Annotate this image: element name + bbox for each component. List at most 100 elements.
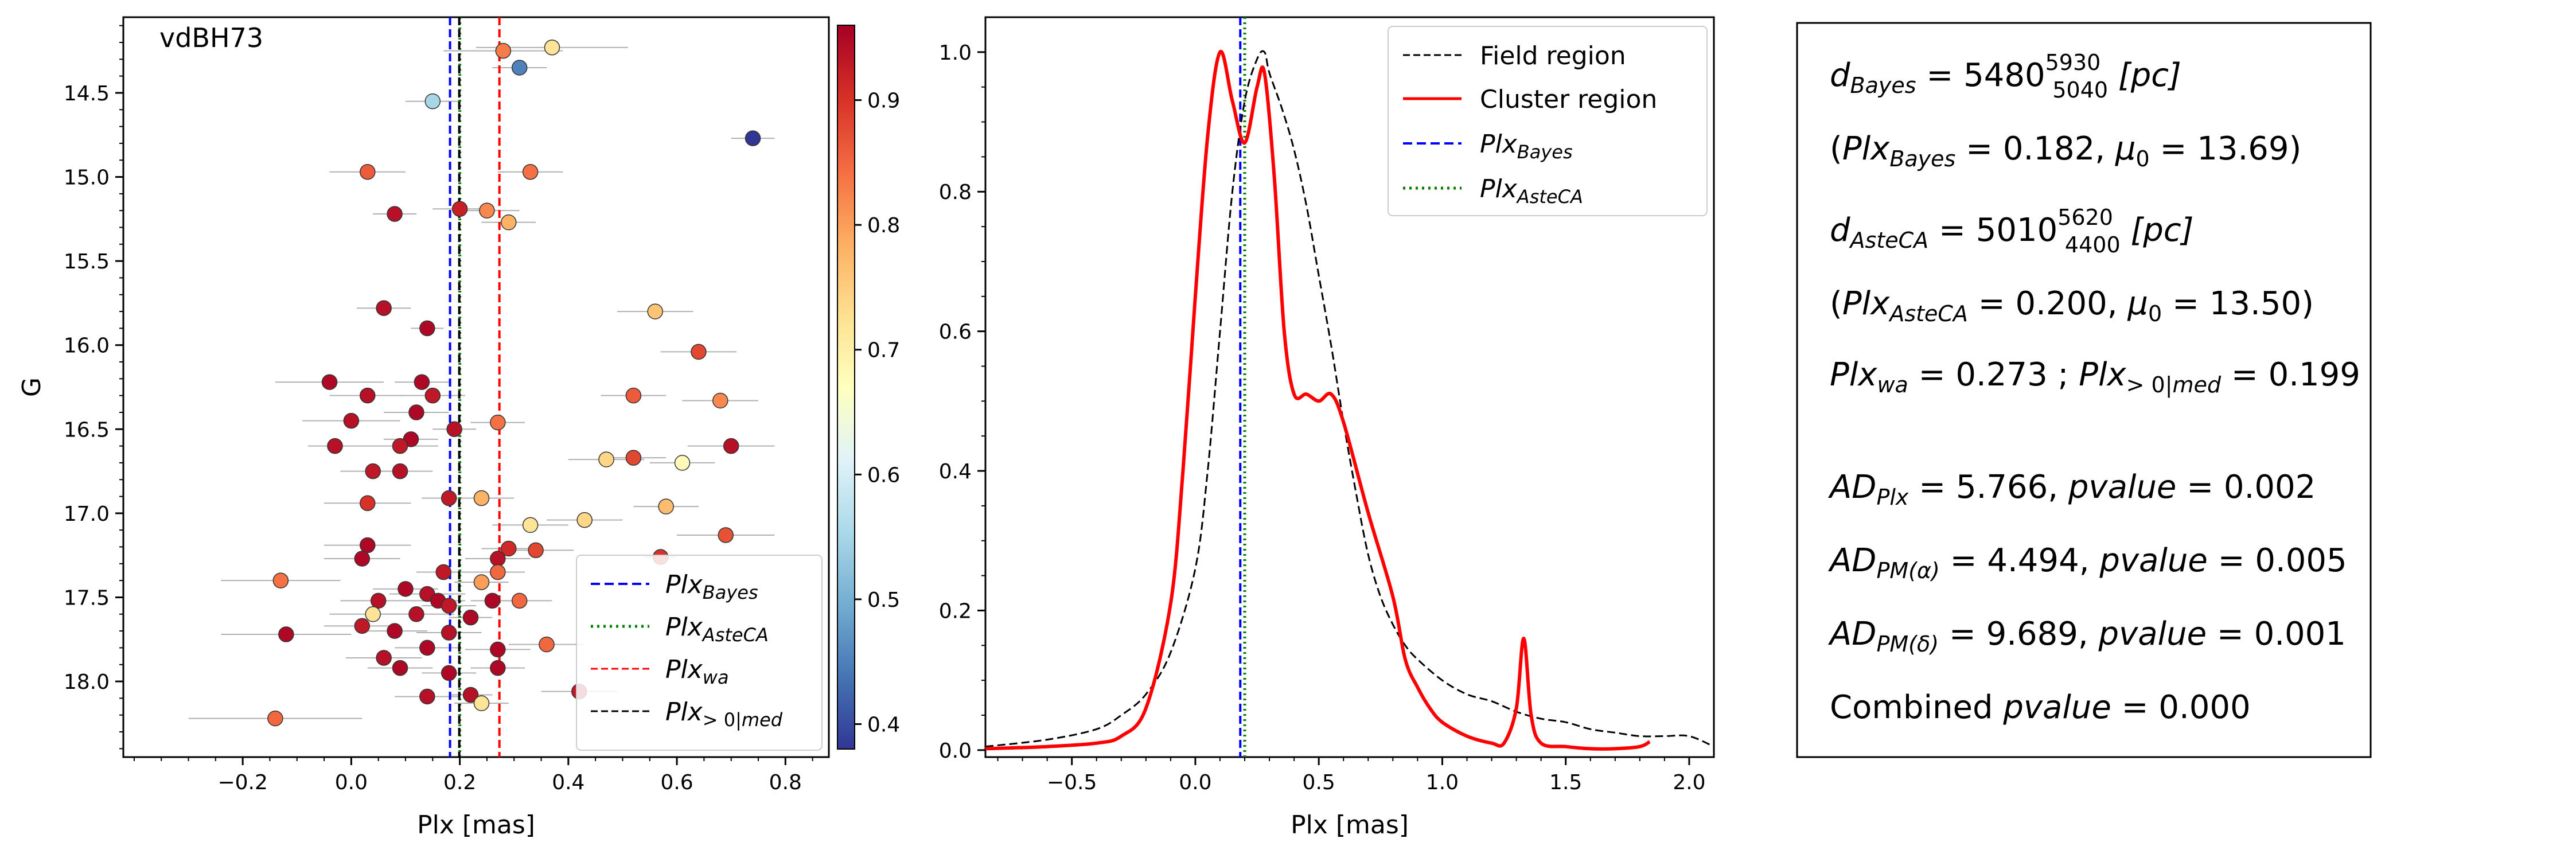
density-ytick-label-3: 0.6 (939, 321, 972, 344)
scatter-point-15 (321, 374, 338, 390)
scatter-point-37 (658, 498, 674, 514)
stats-box-frame (1796, 22, 2372, 758)
scatter-point-69 (490, 660, 506, 676)
scatter-point-8 (451, 201, 468, 217)
scatter-point-61 (354, 618, 371, 634)
scatter-point-5 (360, 163, 376, 180)
scatter-xtick-label-2: 0.2 (443, 771, 476, 794)
density-series-field (985, 50, 1714, 748)
scatter-point-46 (490, 551, 506, 567)
scatter-point-1 (495, 42, 512, 59)
scatter-ytick-label-1: 15.0 (64, 166, 110, 190)
scatter-point-75 (473, 695, 490, 711)
scatter-ytick-label-7: 18.0 (64, 670, 110, 694)
legend-label-plx-med: Plx> 0|med (665, 697, 783, 731)
stat-plx-wa-med: Plxwa = 0.273 ; Plx> 0|med = 0.199 (1830, 356, 2360, 398)
legend-label-plx-wa: Plxwa (665, 655, 729, 688)
legend-label-plx-bayes: PlxBayes (665, 570, 758, 603)
scatter-point-3 (424, 93, 441, 110)
density-xtick-label-4: 1.5 (1549, 771, 1582, 794)
scatter-point-30 (625, 450, 642, 466)
scatter-point-31 (674, 455, 691, 471)
colorbar-tick-label-2: 0.6 (867, 463, 900, 487)
scatter-point-49 (272, 572, 289, 588)
scatter-point-18 (424, 387, 441, 404)
scatter-point-66 (539, 636, 555, 653)
scatter-point-10 (501, 214, 517, 231)
colorbar-tick-label-0: 0.4 (867, 713, 900, 736)
scatter-ytick-label-4: 16.5 (64, 418, 110, 442)
scatter-point-38 (576, 512, 593, 528)
scatter-point-36 (360, 495, 376, 512)
scatter-point-64 (278, 626, 294, 642)
density-ytick-label-4: 0.8 (939, 181, 972, 204)
density-xtick-label-5: 2.0 (1673, 771, 1705, 794)
stat-d-asteca: dAsteCA = 50105620 4400 [pc] (1830, 205, 2193, 258)
colorbar-ticks: 0.4 0.5 0.6 0.7 0.8 0.9 (855, 89, 900, 736)
stat-ad-pm-alpha: ADPM(α) = 4.494, pvalue = 0.005 (1828, 542, 2347, 583)
stats-box: dBayes = 54805930 5040 [pc] (PlxBayes = 0… (1796, 22, 2372, 758)
legend-label-plx-bayes-mid: PlxBayes (1480, 130, 1573, 163)
colorbar (837, 25, 855, 750)
scatter-point-33 (392, 463, 408, 479)
density-xtick-label-2: 0.5 (1303, 771, 1335, 794)
scatter-ytick-label-0: 14.5 (64, 82, 110, 106)
scatter-point-41 (360, 537, 376, 553)
scatter-ytick-label-2: 15.5 (64, 250, 110, 274)
scatter-point-55 (370, 592, 387, 609)
scatter-point-27 (327, 438, 343, 454)
density-ytick-label-5: 1.0 (939, 41, 972, 65)
stat-d-bayes: dBayes = 54805930 5040 [pc] (1830, 50, 2181, 103)
scatter-points (267, 40, 761, 727)
scatter-point-14 (691, 344, 707, 360)
stat-ad-plx: ADPlx = 5.766, pvalue = 0.002 (1828, 469, 2316, 510)
stat-plx-bayes: (PlxBayes = 0.182, μ0 = 13.69) (1830, 130, 2301, 171)
scatter-ylabel: G (17, 377, 46, 397)
scatter-point-2 (511, 60, 528, 76)
scatter-point-6 (522, 163, 539, 180)
scatter-point-74 (462, 687, 479, 703)
scatter-point-16 (414, 374, 430, 390)
scatter-point-60 (462, 609, 479, 626)
density-xtick-label-1: 0.0 (1179, 771, 1211, 794)
scatter-point-32 (365, 463, 381, 479)
scatter-point-45 (354, 551, 371, 567)
scatter-title: vdBH73 (159, 22, 263, 53)
scatter-ytick-label-3: 16.0 (64, 334, 110, 358)
density-ytick-label-1: 0.2 (939, 599, 972, 623)
scatter-xtick-label-4: 0.6 (660, 771, 693, 794)
scatter-point-56 (484, 592, 501, 609)
scatter-ticks: −0.2 0.0 0.2 0.4 0.6 0.8 14.5 15.0 15.5 16.0 16.5 1… (64, 25, 813, 794)
colorbar-tick-label-5: 0.9 (867, 89, 900, 113)
scatter-axes-frame (122, 16, 830, 758)
scatter-point-67 (419, 640, 435, 656)
scatter-point-50 (473, 574, 490, 590)
scatter-point-12 (647, 303, 663, 319)
density-axes-frame (984, 16, 1715, 758)
scatter-xtick-label-0: −0.2 (217, 771, 267, 794)
scatter-point-17 (360, 387, 376, 404)
scatter-point-4 (745, 130, 761, 146)
scatter-point-9 (387, 206, 403, 222)
legend-label-cluster: Cluster region (1480, 85, 1657, 114)
density-ticks: −0.5 0.0 0.5 1.0 1.5 2.0 0.0 0.2 0.4 0.6 0.8 1.0 (939, 41, 1706, 794)
scatter-point-21 (408, 404, 424, 420)
scatter-point-57 (511, 592, 528, 609)
density-legend: Field region Cluster region PlxBayes Plx… (1388, 26, 1708, 216)
scatter-point-73 (419, 688, 435, 705)
scatter-point-76 (267, 710, 283, 727)
density-xtick-label-3: 1.0 (1426, 771, 1459, 794)
scatter-point-51 (397, 581, 414, 597)
density-panel: −0.5 0.0 0.5 1.0 1.5 2.0 0.0 0.2 0.4 0.6 0.8 1.0 Pl… (939, 16, 1715, 840)
scatter-point-22 (343, 412, 360, 429)
scatter-point-63 (441, 625, 457, 641)
scatter-point-7 (479, 202, 495, 219)
scatter-point-43 (528, 542, 544, 559)
scatter-xtick-label-3: 0.4 (552, 771, 584, 794)
scatter-point-29 (598, 451, 614, 467)
legend-label-field: Field region (1480, 41, 1626, 71)
scatter-point-34 (441, 490, 457, 506)
scatter-point-70 (392, 660, 408, 676)
stat-combined-pvalue: Combined pvalue = 0.000 (1830, 689, 2251, 726)
